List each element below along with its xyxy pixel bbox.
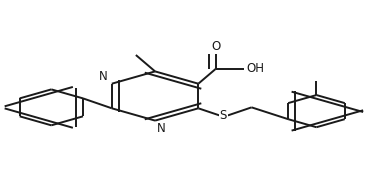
Text: S: S xyxy=(219,109,227,122)
Text: O: O xyxy=(211,40,220,53)
Text: N: N xyxy=(157,122,166,135)
Text: N: N xyxy=(98,70,107,83)
Text: OH: OH xyxy=(247,62,264,75)
